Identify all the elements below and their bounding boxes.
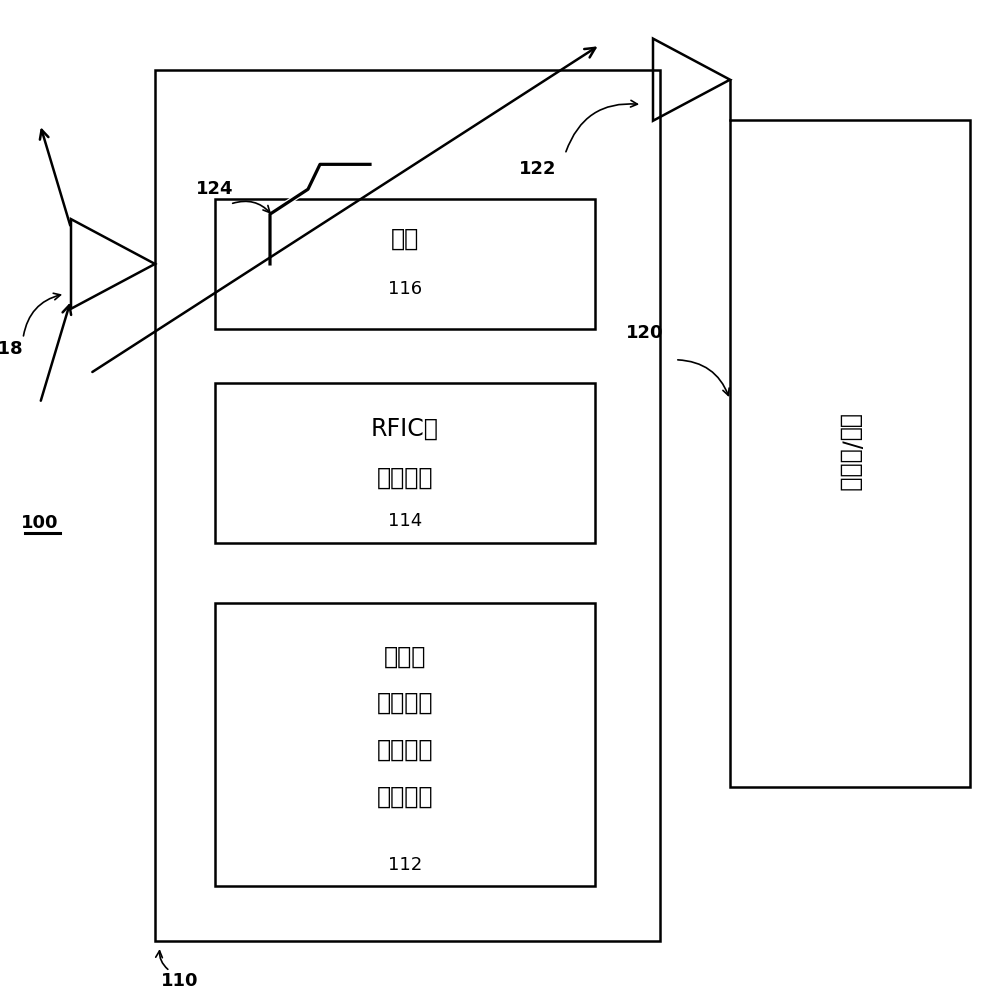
Bar — [215, 603, 595, 886]
Bar — [215, 199, 595, 329]
Text: 处理器、: 处理器、 — [377, 690, 433, 715]
Text: 120: 120 — [626, 324, 664, 342]
Text: 存储器和: 存储器和 — [377, 737, 433, 762]
Text: 118: 118 — [0, 340, 24, 358]
Bar — [215, 383, 595, 543]
Text: 124: 124 — [196, 180, 234, 198]
Bar — [155, 70, 660, 941]
Text: 110: 110 — [161, 972, 199, 990]
Text: 前端: 前端 — [391, 227, 419, 251]
Text: RFIC和: RFIC和 — [371, 416, 439, 440]
Text: 112: 112 — [388, 856, 422, 873]
Text: 100: 100 — [21, 514, 59, 532]
Bar — [730, 120, 970, 787]
Text: 116: 116 — [388, 280, 422, 298]
Text: 114: 114 — [388, 512, 422, 530]
Text: 信号、: 信号、 — [384, 644, 426, 669]
Text: 122: 122 — [519, 160, 556, 178]
Text: 用户接口: 用户接口 — [377, 784, 433, 809]
Text: 开关矩阵: 开关矩阵 — [377, 466, 433, 490]
Text: 基站/接入点: 基站/接入点 — [838, 414, 862, 492]
